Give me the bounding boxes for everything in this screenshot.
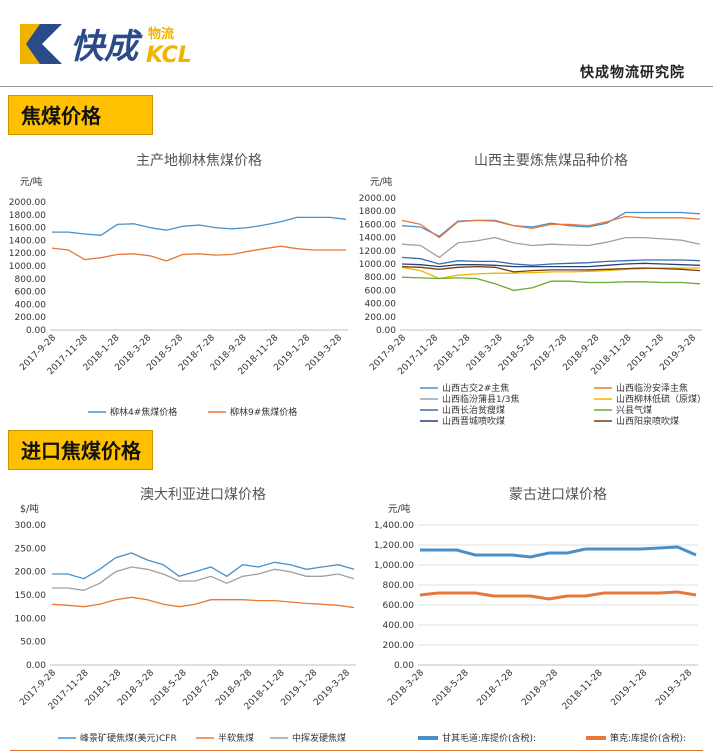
legend-label: 峰景矿硬焦煤(美元)CFR [80, 732, 177, 744]
y-tick-label: 1200.00 [9, 249, 46, 259]
chart-title: 山西主要炼焦煤品种价格 [474, 153, 628, 169]
y-tick-label: 150.00 [15, 591, 47, 601]
y-tick-label: 1,000.00 [374, 561, 414, 571]
legend-label: 山西柳林低硫（原煤） [616, 393, 706, 405]
y-tick-label: 250.00 [15, 544, 47, 554]
x-tick-label: 2019-1-28 [609, 668, 649, 708]
x-tick-label: 2018-5-28 [431, 668, 471, 708]
series-line [401, 256, 701, 266]
x-tick-label: 2018-11-28 [561, 668, 605, 712]
series-line [401, 211, 701, 238]
series-line [419, 590, 697, 601]
series-line [401, 215, 701, 239]
y-tick-label: 0.00 [394, 661, 414, 671]
legend-label: 甘其毛道:库提价(含税): [442, 732, 536, 744]
logo-sub-text: 物流 [148, 26, 174, 42]
series-line [420, 545, 697, 559]
y-tick-label: 800.00 [365, 273, 397, 283]
unit-label: 元/吨 [388, 503, 411, 515]
legend-label: 柳林4#焦煤价格 [110, 406, 177, 418]
logo-main-text: 快成 [70, 27, 143, 67]
y-tick-label: 1800.00 [359, 207, 396, 217]
legend-label: 兴县气煤 [616, 404, 652, 416]
legend-label: 山西古交2#主焦 [442, 382, 509, 394]
section-import-coke: 进口焦煤价格 [8, 430, 153, 470]
y-tick-label: 400.00 [365, 300, 397, 310]
x-tick-label: 2018-3-28 [386, 668, 426, 708]
legend-label: 山西临汾安泽主焦 [616, 382, 688, 394]
y-tick-label: 600.00 [15, 288, 47, 298]
x-tick-label: 2018-7-28 [475, 668, 515, 708]
logo-en-text: KCL [146, 43, 192, 68]
y-tick-label: 50.00 [20, 638, 46, 648]
legend-label: 山西临汾蒲县1/3焦 [442, 393, 520, 405]
x-tick-label: 2018-9-28 [520, 668, 560, 708]
unit-label: $/吨 [20, 503, 39, 515]
y-tick-label: 2000.00 [9, 198, 46, 208]
series-line [52, 216, 347, 236]
unit-label: 元/吨 [20, 176, 43, 188]
chart-title: 澳大利亚进口煤价格 [140, 487, 266, 503]
y-tick-label: 200.00 [15, 313, 47, 323]
y-tick-label: 1200.00 [359, 247, 396, 257]
unit-label: 元/吨 [370, 176, 393, 188]
chart-mongolia: 蒙古进口煤价格元/吨 0.00 200.00 400.00 600.00 800.00 1,… [358, 475, 708, 750]
y-tick-label: 400.00 [383, 621, 415, 631]
y-tick-label: 1,200.00 [374, 541, 414, 551]
legend-label: 山西阳泉喷吹煤 [616, 415, 679, 427]
y-tick-label: 800.00 [383, 581, 415, 591]
y-tick-label: 300.00 [15, 521, 47, 531]
legend-label: 山西晋城喷吹煤 [442, 415, 505, 427]
y-tick-label: 600.00 [365, 286, 397, 296]
y-tick-label: 200.00 [365, 313, 397, 323]
series-line [52, 566, 355, 591]
series-line [51, 245, 346, 262]
y-tick-label: 100.00 [15, 614, 47, 624]
legend-label: 中挥发硬焦煤 [292, 732, 346, 744]
y-tick-label: 1400.00 [359, 234, 396, 244]
y-tick-label: 800.00 [15, 275, 47, 285]
institute-name: 快成物流研究院 [580, 65, 685, 81]
y-tick-label: 400.00 [15, 300, 47, 310]
series-line [401, 276, 701, 292]
y-tick-label: 1800.00 [9, 211, 46, 221]
chart-linlin: 主产地柳林焦煤价格元/吨 0.00 200.00 400.00 600.00 800.00… [8, 140, 356, 430]
footer-divider [10, 750, 703, 751]
series-line [401, 262, 701, 268]
legend-label: 策克:库提价(含税): [610, 732, 686, 744]
y-tick-label: 1000.00 [9, 262, 46, 272]
y-tick-label: 0.00 [26, 661, 46, 671]
y-tick-label: 1600.00 [359, 220, 396, 230]
y-tick-label: 600.00 [383, 601, 415, 611]
y-tick-label: 1000.00 [359, 260, 396, 270]
company-logo: 快成 物流 KCL [18, 18, 228, 70]
y-tick-label: 0.00 [26, 326, 46, 336]
section-coke-price: 焦煤价格 [8, 95, 153, 135]
x-tick-label: 2019-3-28 [654, 668, 694, 708]
y-tick-label: 1,400.00 [374, 521, 414, 531]
chart-title: 主产地柳林焦煤价格 [136, 152, 262, 169]
legend-label: 柳林9#焦煤价格 [230, 406, 297, 418]
y-tick-label: 200.00 [383, 641, 415, 651]
y-tick-label: 1600.00 [9, 224, 46, 234]
y-tick-label: 200.00 [15, 568, 47, 578]
chart-shanxi: 山西主要炼焦煤品种价格元/吨 0.00 200.00 400.00 600.00 800.… [358, 140, 708, 430]
y-tick-label: 0.00 [376, 326, 396, 336]
y-tick-label: 1400.00 [9, 236, 46, 246]
legend-label: 半软焦煤 [218, 732, 254, 744]
legend-label: 山西长治贫瘦煤 [442, 404, 505, 416]
series-line [52, 552, 355, 580]
header-divider [0, 86, 713, 87]
chart-australia: 澳大利亚进口煤价格 $/吨 0.00 50.00 100.00 150.00 200.00 2… [8, 475, 356, 750]
series-line [51, 596, 355, 609]
y-tick-label: 2000.00 [359, 194, 396, 204]
series-line [401, 265, 701, 273]
chart-title: 蒙古进口煤价格 [509, 487, 607, 503]
series-line [401, 236, 701, 259]
